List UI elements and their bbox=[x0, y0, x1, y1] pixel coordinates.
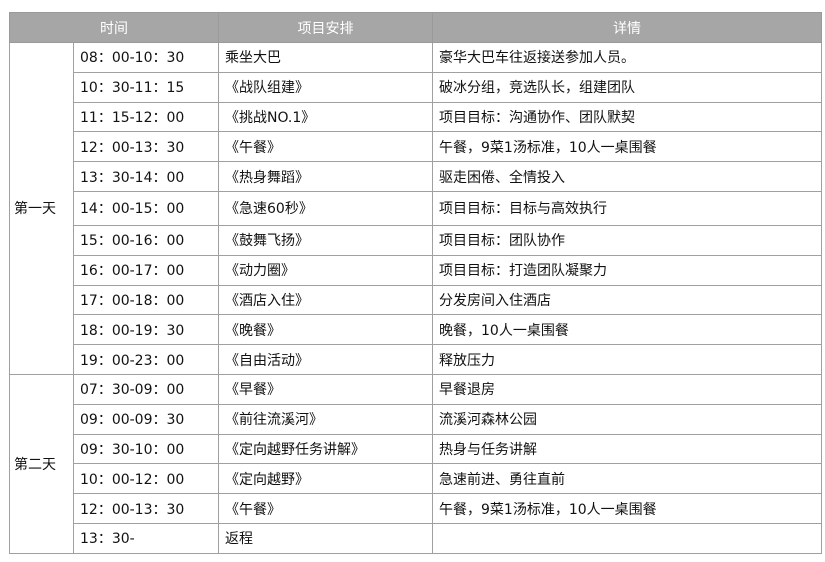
time-cell: 13：30-14：00 bbox=[73, 161, 219, 192]
time-cell: 15：00-16：00 bbox=[73, 224, 219, 256]
project-cell: 《挑战NO.1》 bbox=[218, 101, 433, 133]
detail-cell: 豪华大巴车往返接送参加人员。 bbox=[432, 42, 822, 73]
project-cell: 《晚餐》 bbox=[218, 314, 433, 346]
header-detail: 详情 bbox=[432, 12, 822, 43]
project-cell: 《自由活动》 bbox=[218, 344, 433, 375]
detail-cell: 午餐，9菜1汤标准，10人一桌围餐 bbox=[432, 493, 822, 524]
time-cell: 17：00-18：00 bbox=[73, 284, 219, 316]
project-cell: 《早餐》 bbox=[218, 373, 433, 405]
project-cell: 《战队组建》 bbox=[218, 71, 433, 103]
table-row: 第二天 07：30-09：00 《早餐》 早餐退房 bbox=[9, 373, 822, 554]
time-cell: 18：00-19：30 bbox=[73, 314, 219, 346]
project-cell: 《午餐》 bbox=[218, 131, 433, 163]
time-cell: 13：30- bbox=[73, 522, 219, 554]
time-cell: 19：00-23：00 bbox=[73, 344, 219, 375]
detail-cell: 项目目标：团队协作 bbox=[432, 224, 822, 256]
table-row: 09：30-10：00 《定向越野任务讲解》 热身与任务讲解 bbox=[10, 433, 822, 465]
table-row: 第一天 08：00-10：30 乘坐大巴 豪华大巴车往返接送参加人员。 bbox=[9, 42, 822, 375]
table-row: 09：00-09：30 《前往流溪河》 流溪河森林公园 bbox=[10, 403, 822, 435]
detail-cell: 热身与任务讲解 bbox=[432, 433, 822, 465]
detail-cell: 晚餐，10人一桌围餐 bbox=[432, 314, 822, 346]
detail-cell: 释放压力 bbox=[432, 344, 822, 375]
table-row: 10：00-12：00 《定向越野》 急速前进、勇往直前 bbox=[10, 463, 822, 495]
table-row: 14：00-15：00 《急速60秒》 项目目标：目标与高效执行 bbox=[10, 190, 822, 226]
table-row: 12：00-13：30 《午餐》 午餐，9菜1汤标准，10人一桌围餐 bbox=[10, 493, 822, 524]
table-row: 11：15-12：00 《挑战NO.1》 项目目标：沟通协作、团队默契 bbox=[10, 101, 822, 133]
time-cell: 09：00-09：30 bbox=[73, 403, 219, 435]
detail-cell: 项目目标：沟通协作、团队默契 bbox=[432, 101, 822, 133]
detail-cell: 午餐，9菜1汤标准，10人一桌围餐 bbox=[432, 131, 822, 163]
table-row: 10：30-11：15 《战队组建》 破冰分组，竞选队长，组建团队 bbox=[10, 71, 822, 103]
table-row: 17：00-18：00 《酒店入住》 分发房间入住酒店 bbox=[10, 284, 822, 316]
table-row: 12：00-13：30 《午餐》 午餐，9菜1汤标准，10人一桌围餐 bbox=[10, 131, 822, 163]
project-cell: 乘坐大巴 bbox=[218, 42, 433, 73]
time-cell: 16：00-17：00 bbox=[73, 254, 219, 286]
detail-cell: 早餐退房 bbox=[432, 373, 822, 405]
table-row: 19：00-23：00 《自由活动》 释放压力 bbox=[10, 344, 822, 375]
table-row: 13：30- 返程 bbox=[10, 522, 822, 554]
project-cell: 《动力圈》 bbox=[218, 254, 433, 286]
detail-cell: 项目目标：目标与高效执行 bbox=[432, 190, 822, 226]
time-cell: 14：00-15：00 bbox=[73, 190, 219, 226]
project-cell: 《午餐》 bbox=[218, 493, 433, 524]
detail-cell: 驱走困倦、全情投入 bbox=[432, 161, 822, 192]
time-cell: 07：30-09：00 bbox=[73, 373, 219, 405]
table-row: 13：30-14：00 《热身舞蹈》 驱走困倦、全情投入 bbox=[10, 161, 822, 192]
time-cell: 12：00-13：30 bbox=[73, 493, 219, 524]
project-cell: 《定向越野任务讲解》 bbox=[218, 433, 433, 465]
time-cell: 10：30-11：15 bbox=[73, 71, 219, 103]
day-label: 第一天 bbox=[9, 42, 74, 375]
header-row: 时间 项目安排 详情 bbox=[9, 12, 822, 43]
project-cell: 《热身舞蹈》 bbox=[218, 161, 433, 192]
header-time: 时间 bbox=[9, 12, 219, 43]
project-cell: 《急速60秒》 bbox=[218, 190, 433, 226]
detail-cell: 项目目标：打造团队凝聚力 bbox=[432, 254, 822, 286]
project-cell: 《前往流溪河》 bbox=[218, 403, 433, 435]
time-cell: 08：00-10：30 bbox=[73, 42, 219, 73]
detail-cell: 流溪河森林公园 bbox=[432, 403, 822, 435]
time-cell: 09：30-10：00 bbox=[73, 433, 219, 465]
day-label: 第二天 bbox=[9, 373, 74, 554]
table-row: 16：00-17：00 《动力圈》 项目目标：打造团队凝聚力 bbox=[10, 254, 822, 286]
detail-cell bbox=[432, 522, 822, 554]
table-row: 18：00-19：30 《晚餐》 晚餐，10人一桌围餐 bbox=[10, 314, 822, 346]
time-cell: 10：00-12：00 bbox=[73, 463, 219, 495]
project-cell: 《鼓舞飞扬》 bbox=[218, 224, 433, 256]
detail-cell: 急速前进、勇往直前 bbox=[432, 463, 822, 495]
detail-cell: 破冰分组，竞选队长，组建团队 bbox=[432, 71, 822, 103]
table-row: 15：00-16：00 《鼓舞飞扬》 项目目标：团队协作 bbox=[10, 224, 822, 256]
project-cell: 《酒店入住》 bbox=[218, 284, 433, 316]
project-cell: 返程 bbox=[218, 522, 433, 554]
time-cell: 11：15-12：00 bbox=[73, 101, 219, 133]
detail-cell: 分发房间入住酒店 bbox=[432, 284, 822, 316]
project-cell: 《定向越野》 bbox=[218, 463, 433, 495]
schedule-table: 时间 项目安排 详情 第一天 08：00-10：30 乘坐大巴 豪华大巴车往返接送参加… bbox=[9, 12, 822, 554]
time-cell: 12：00-13：30 bbox=[73, 131, 219, 163]
header-project: 项目安排 bbox=[218, 12, 433, 43]
